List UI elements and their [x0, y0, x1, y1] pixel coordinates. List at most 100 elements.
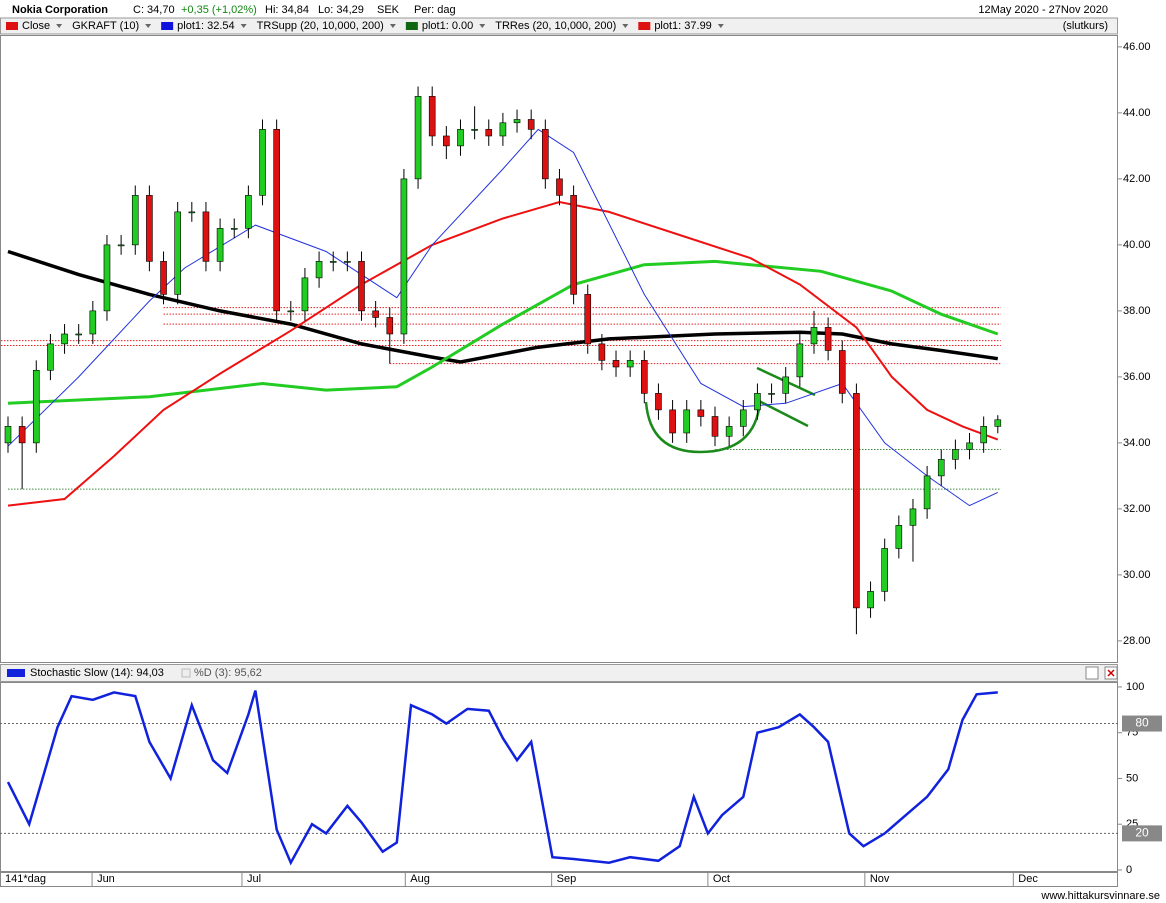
candle-body [471, 129, 478, 131]
x-tick-label: Dec [1018, 873, 1038, 885]
candle-body [556, 178, 563, 196]
date-axis [0, 872, 1118, 887]
stoch-swatch [7, 669, 25, 677]
candle-body [683, 409, 691, 434]
y-tick-label: 38.00 [1123, 305, 1151, 317]
candle-body [174, 211, 181, 295]
candle-body [372, 310, 379, 318]
candle-body [315, 261, 323, 279]
x-tick-label: Sep [557, 873, 577, 885]
legend-swatch [161, 22, 174, 30]
candle-body [329, 261, 337, 263]
legend-swatch [638, 22, 651, 30]
candle-body [230, 228, 238, 230]
candle-body [952, 449, 959, 460]
candle-body [739, 409, 747, 427]
candle-body [131, 195, 139, 246]
candle-body [697, 409, 705, 417]
y-tick-label: 32.00 [1123, 503, 1151, 515]
level-label: 80 [1135, 716, 1149, 730]
candle-body [443, 135, 450, 147]
legend-dropdown [389, 24, 396, 28]
candle-body [301, 277, 309, 312]
cup-drawing [644, 401, 762, 454]
high-value: Hi: 34,84 [265, 4, 309, 16]
stoch-frame [0, 682, 1118, 872]
candle-body [655, 393, 662, 411]
candle-body [853, 393, 860, 609]
y-tick-label: 36.00 [1123, 371, 1151, 383]
candle-body [386, 317, 394, 335]
candle-body [754, 393, 761, 411]
candle-body [909, 508, 917, 526]
y-tick-label: 42.00 [1123, 173, 1151, 185]
settings-button[interactable] [1085, 666, 1099, 680]
candle-body [344, 261, 351, 263]
candle-body [485, 129, 493, 137]
legend-dropdown [56, 24, 63, 28]
y-tick-label: 44.00 [1123, 107, 1151, 119]
candle-body [584, 294, 592, 345]
indicator-line [7, 128, 999, 507]
level-box [1122, 715, 1162, 732]
legend-dropdown [240, 24, 247, 28]
candle-body [400, 178, 408, 335]
level-box [1122, 825, 1162, 842]
legend-label: plot1: 0.00 [422, 20, 473, 32]
candle-body [570, 195, 577, 295]
indicator-line [7, 249, 999, 364]
candle-body [75, 333, 82, 336]
candle-body [188, 211, 196, 214]
change-value: +0,35 (+1,02%) [181, 4, 257, 16]
y-tick-label: 50 [1126, 772, 1138, 784]
candle-body [669, 409, 676, 434]
legend-label: Close [22, 20, 50, 32]
candle-body [428, 96, 436, 137]
candle-body [273, 129, 280, 312]
candle-body [202, 211, 210, 262]
candle-body [895, 525, 903, 549]
candle-body [259, 129, 266, 196]
date-range: 12May 2020 - 27Nov 2020 [978, 4, 1108, 16]
candle-body [923, 475, 931, 510]
candle-body [867, 591, 874, 609]
close-value: C: 34,70 [133, 4, 175, 16]
legend-dropdown [717, 24, 724, 28]
y-tick-label: 46.00 [1123, 41, 1151, 53]
y-tick-label: 28.00 [1123, 635, 1151, 647]
candle-body [711, 416, 719, 437]
candle-body [146, 195, 153, 262]
legend: Close GKRAFT (10) plot1: 32.54 TRSupp (20, … [6, 20, 724, 32]
candle-body [881, 548, 888, 592]
candle-body [796, 343, 804, 378]
close-icon [1107, 669, 1115, 677]
candle-body [18, 426, 26, 444]
candle-body [117, 244, 125, 247]
candle-body [245, 195, 252, 229]
candle-body [32, 369, 40, 444]
candle-body [824, 327, 832, 351]
level-label: 20 [1135, 826, 1149, 840]
x-tick-label: Jul [247, 873, 261, 885]
candle-body [414, 96, 422, 180]
legend-dropdown [145, 24, 152, 28]
candle-body [103, 244, 111, 312]
x-tick-label: Jun [97, 873, 115, 885]
candle-body [542, 129, 549, 180]
candle-body [768, 393, 775, 395]
legend-label: TRSupp (20, 10,000, 200) [257, 20, 384, 32]
legend-label: plot1: 32.54 [177, 20, 235, 32]
candle-body [457, 129, 464, 147]
stoch-d: %D (3): 95,62 [194, 667, 262, 679]
price-mode: (slutkurs) [1063, 20, 1108, 32]
y-tick-label: 0 [1126, 864, 1132, 876]
legend-bar [0, 17, 1118, 35]
x-tick-label: Oct [713, 873, 730, 885]
candle-body [838, 350, 846, 394]
candle-body [527, 119, 535, 130]
stoch-title: Stochastic Slow (14): 94,03 [30, 667, 164, 679]
candle-body [513, 119, 521, 124]
candle-body [994, 419, 1002, 427]
